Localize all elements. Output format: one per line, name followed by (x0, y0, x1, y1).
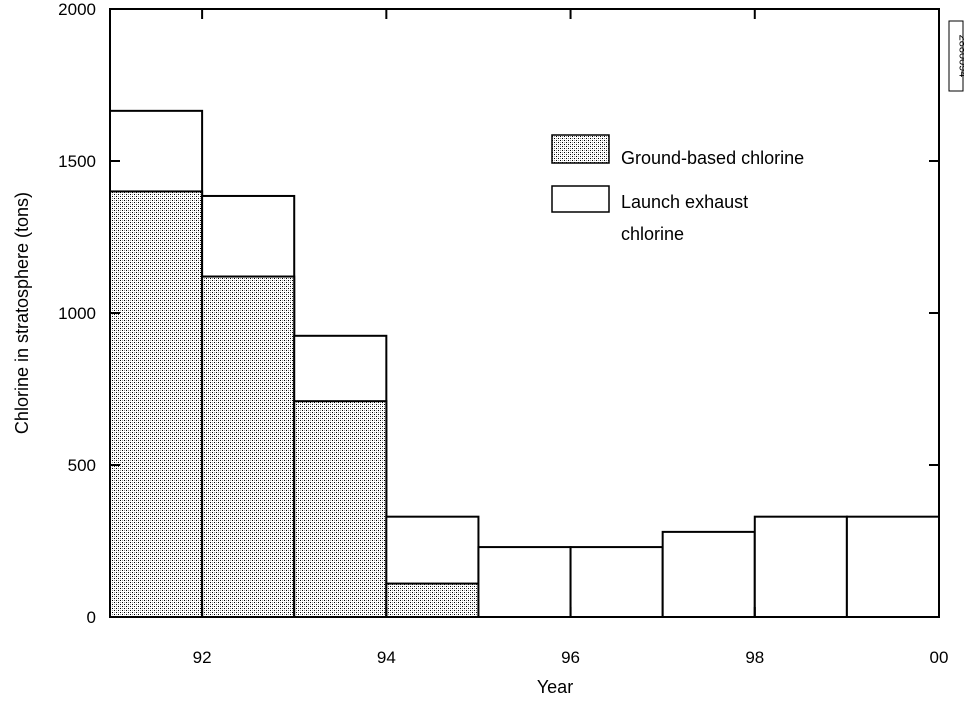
bar-ground-0 (109, 190, 204, 618)
bars (109, 109, 941, 619)
legend: Ground-based chlorine Launch exhaust chl… (551, 134, 804, 244)
bar-total-7 (753, 515, 848, 618)
bar-total-5 (569, 546, 664, 619)
y-axis-title: Chlorine in stratosphere (tons) (12, 192, 32, 434)
legend-swatch-launch-exhaust (551, 185, 610, 213)
legend-label-ground-based: Ground-based chlorine (621, 148, 804, 168)
bar-ground-2 (293, 400, 388, 618)
bar-ground-3 (385, 582, 480, 618)
legend-label-launch-exhaust-line2: chlorine (621, 224, 684, 244)
axes: 0 500 1000 1500 2000 92 94 96 98 00 (58, 0, 948, 667)
y-tick-label-2: 1000 (58, 304, 96, 323)
y-tick-label-0: 0 (87, 608, 96, 627)
bar-total-4 (477, 546, 572, 619)
x-axis-title: Year (537, 677, 573, 697)
side-code-box: 2880094 (948, 20, 964, 92)
legend-swatch-ground-based (551, 134, 610, 164)
legend-label-launch-exhaust-line1: Launch exhaust (621, 192, 748, 212)
x-tick-label-1: 94 (377, 648, 396, 667)
bar-total-8 (845, 515, 941, 618)
bar-ground-1 (201, 275, 296, 618)
x-tick-label-2: 96 (561, 648, 580, 667)
x-tick-label-4: 00 (930, 648, 949, 667)
bar-total-6 (661, 530, 756, 619)
y-tick-label-3: 1500 (58, 152, 96, 171)
side-code: 2880094 (957, 35, 964, 78)
x-tick-label-3: 98 (745, 648, 764, 667)
y-tick-label-4: 2000 (58, 0, 96, 19)
x-tick-label-0: 92 (193, 648, 212, 667)
y-tick-label-1: 500 (68, 456, 96, 475)
